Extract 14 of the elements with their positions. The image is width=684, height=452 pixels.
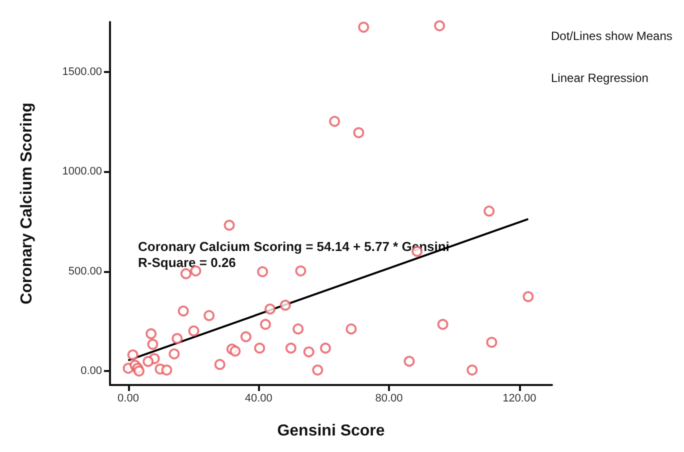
y-tick-label: 500.00 (68, 265, 102, 278)
x-tick-label: 120.00 (502, 392, 536, 404)
y-tick-label: 0.00 (80, 365, 102, 378)
annotation: Dot/Lines show Means (551, 29, 672, 43)
x-axis-title: Gensini Score (277, 422, 385, 440)
annotation: R-Square = 0.26 (138, 255, 236, 270)
y-axis-title: Coronary Calcium Scoring (18, 102, 36, 304)
y-tick-label: 1500.00 (62, 66, 102, 78)
x-tick-label: 80.00 (375, 392, 403, 404)
x-tick-label: 40.00 (244, 392, 272, 404)
y-tick-label: 1000.00 (62, 166, 102, 178)
x-tick-label: 0.00 (118, 392, 139, 404)
annotation: Linear Regression (551, 71, 648, 85)
annotation: Coronary Calcium Scoring = 54.14 + 5.77 * Gensini (138, 239, 450, 254)
